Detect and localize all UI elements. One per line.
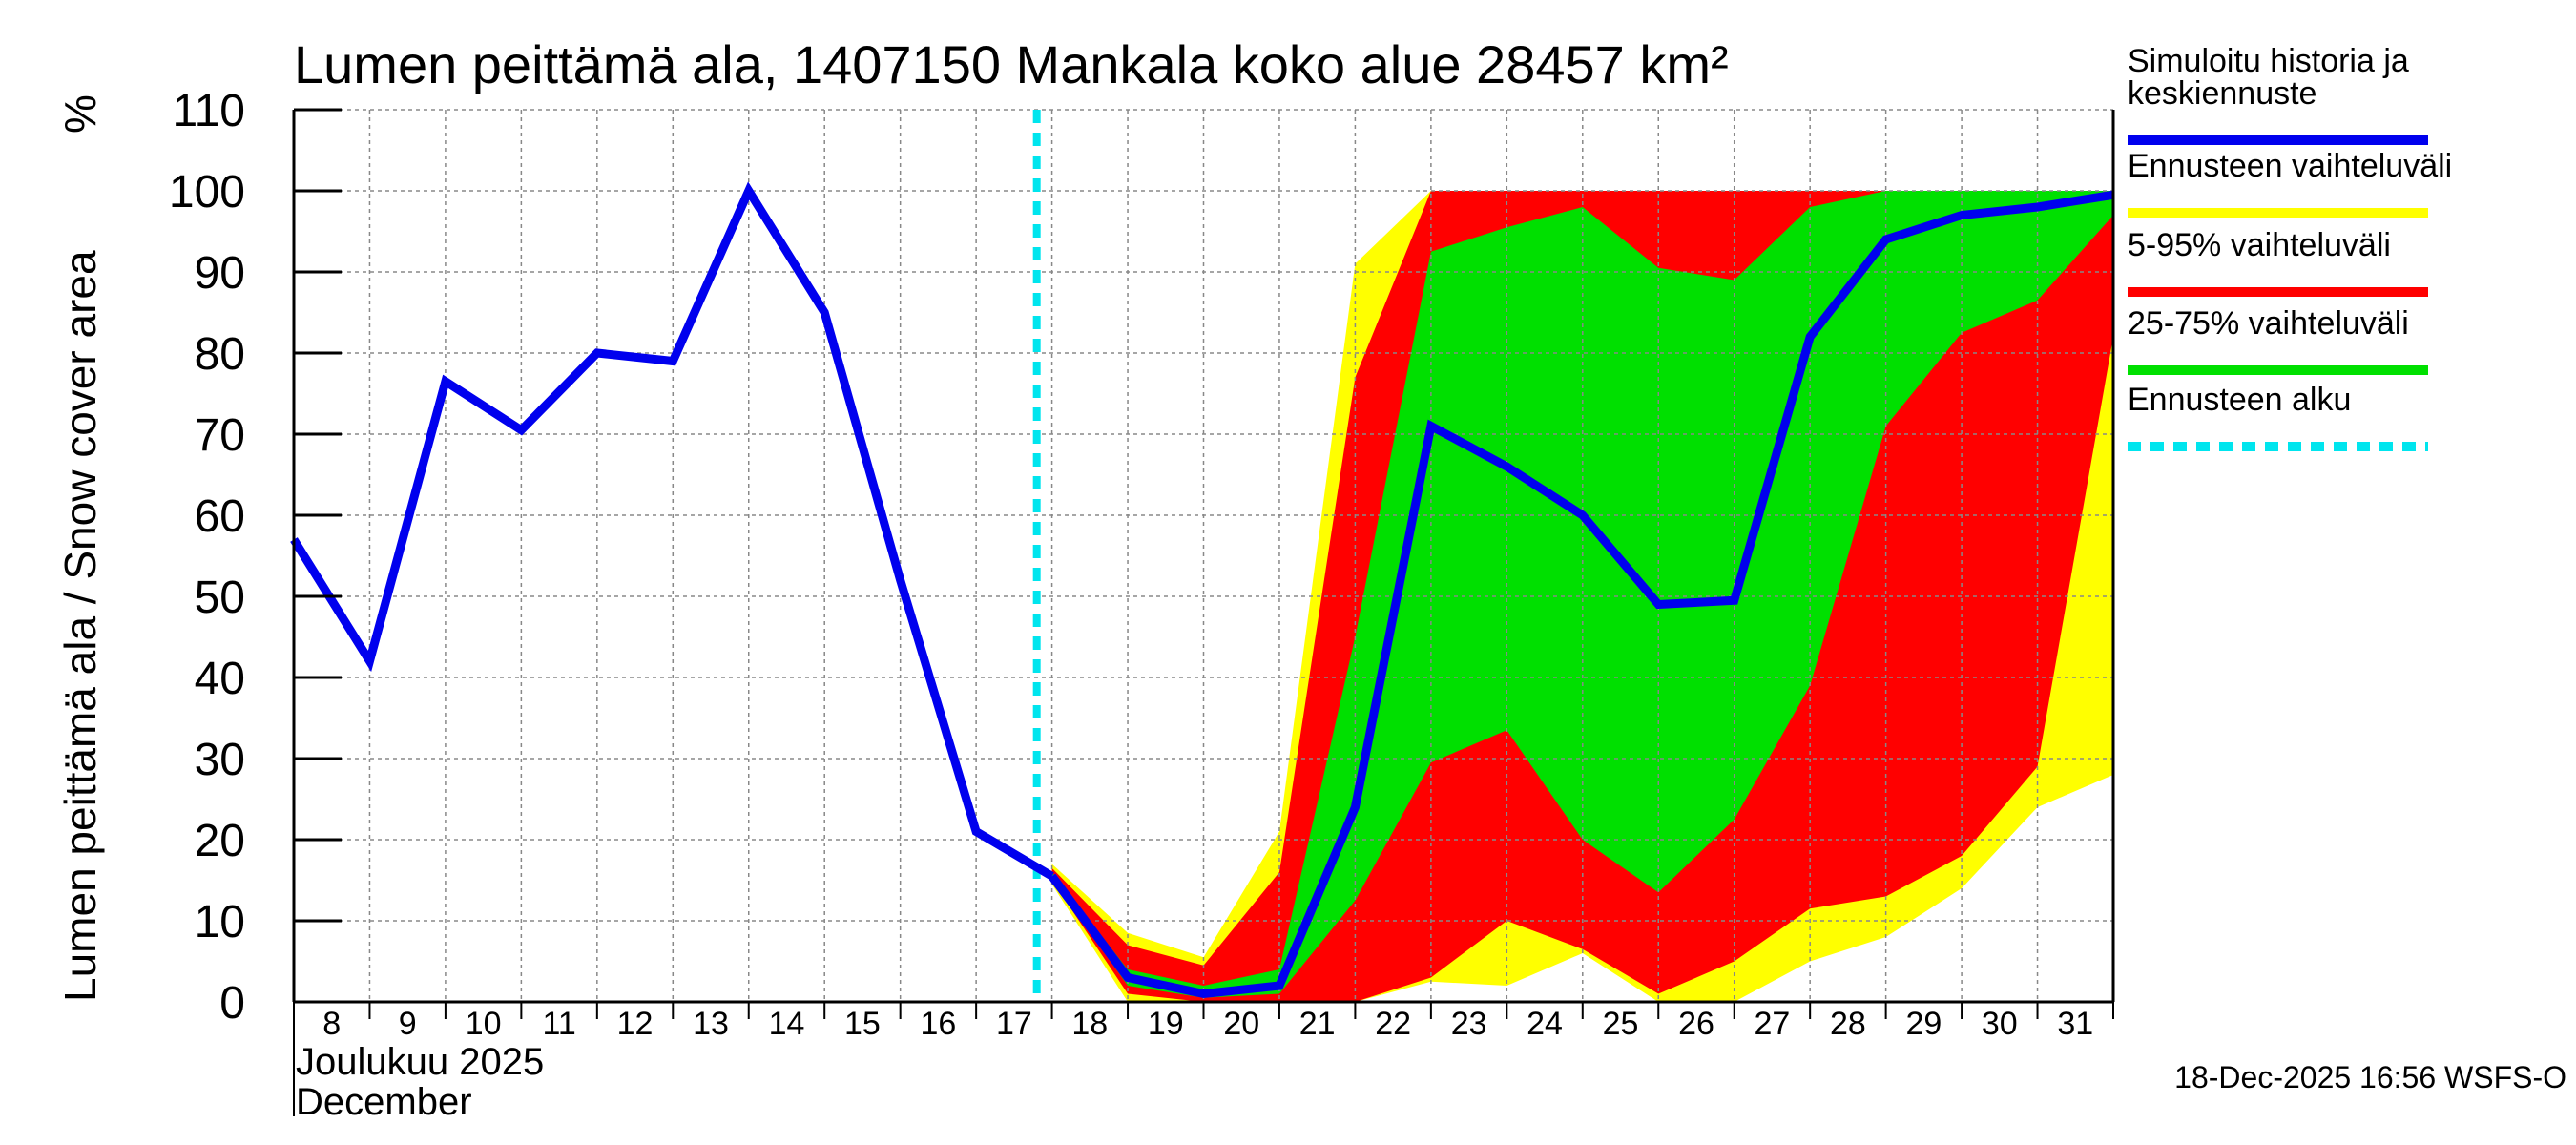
x-tick-label: 10 [466,1006,502,1042]
legend-label: Simuloitu historia ja [2128,43,2409,79]
legend: Simuloitu historia jakeskiennusteEnnuste… [2128,43,2452,451]
legend-label: keskiennuste [2128,75,2316,112]
legend-label: 5-95% vaihteluväli [2128,227,2391,263]
x-tick-label: 23 [1451,1006,1487,1042]
grid [294,109,2113,1002]
legend-label: Ennusteen vaihteluväli [2128,148,2452,184]
x-tick-label: 29 [1905,1006,1942,1042]
x-tick-label: 11 [542,1006,575,1042]
y-tick-label: 90 [195,248,245,299]
timestamp-footer: 18-Dec-2025 16:56 WSFS-O [2174,1060,2566,1094]
x-tick-label: 21 [1299,1006,1336,1042]
mean-forecast-line [1048,190,2114,999]
x-tick-label: 19 [1148,1006,1184,1042]
x-tick-label: 27 [1755,1006,1791,1042]
x-tick-label: 30 [1982,1006,2018,1042]
x-tick-label: 28 [1830,1006,1866,1042]
axes: 0 10 20 30 40 50 60 70 80 90 100 110 8 9 10 11 12 13 14 15 1… [169,86,2115,1116]
x-tick-label: 14 [769,1006,805,1042]
y-tick-label: 40 [195,654,245,704]
x-tick-label: 31 [2057,1006,2093,1042]
x-tick-label: 12 [617,1006,654,1042]
history-line [290,181,1054,881]
y-axis-unit: % [55,94,105,134]
y-tick-label: 50 [195,572,245,623]
x-axis-month-en: December [296,1081,472,1123]
chart-title: Lumen peittämä ala, 1407150 Mankala koko… [294,34,1729,94]
series-lines [290,110,2114,1002]
x-tick-label: 17 [996,1006,1032,1042]
x-tick-label: 22 [1375,1006,1411,1042]
legend-item-4: 25-75% vaihteluväli [2128,305,2428,375]
legend-label: Ennusteen alku [2128,382,2351,418]
legend-item-5: Ennusteen alku [2128,382,2428,451]
x-tick-label: 16 [920,1006,956,1042]
forecast-bands [1051,191,2113,1002]
x-tick-label: 25 [1603,1006,1639,1042]
x-axis-month-fi: Joulukuu 2025 [296,1041,544,1083]
legend-item-2: Ennusteen vaihteluväli [2128,148,2452,218]
x-tick-label: 20 [1223,1006,1259,1042]
y-tick-label: 0 [219,978,245,1029]
y-tick-label: 20 [195,816,245,866]
y-tick-label: 30 [195,735,245,785]
y-axis-label: Lumen peittämä ala / Snow cover area [55,250,105,1002]
legend-label: 25-75% vaihteluväli [2128,305,2409,342]
x-tick-label: 8 [322,1006,341,1042]
y-tick-label: 80 [195,329,245,380]
y-tick-label: 100 [169,167,245,218]
x-tick-label: 24 [1527,1006,1563,1042]
y-tick-label: 60 [195,491,245,542]
x-tick-label: 18 [1071,1006,1108,1042]
y-tick-label: 70 [195,410,245,461]
x-tick-label: 26 [1678,1006,1714,1042]
legend-item-3: 5-95% vaihteluväli [2128,227,2428,297]
x-tick-label: 9 [399,1006,417,1042]
y-tick-label: 110 [172,86,245,136]
x-tick-label: 13 [693,1006,729,1042]
x-tick-label: 15 [844,1006,881,1042]
y-tick-label: 10 [195,897,245,947]
